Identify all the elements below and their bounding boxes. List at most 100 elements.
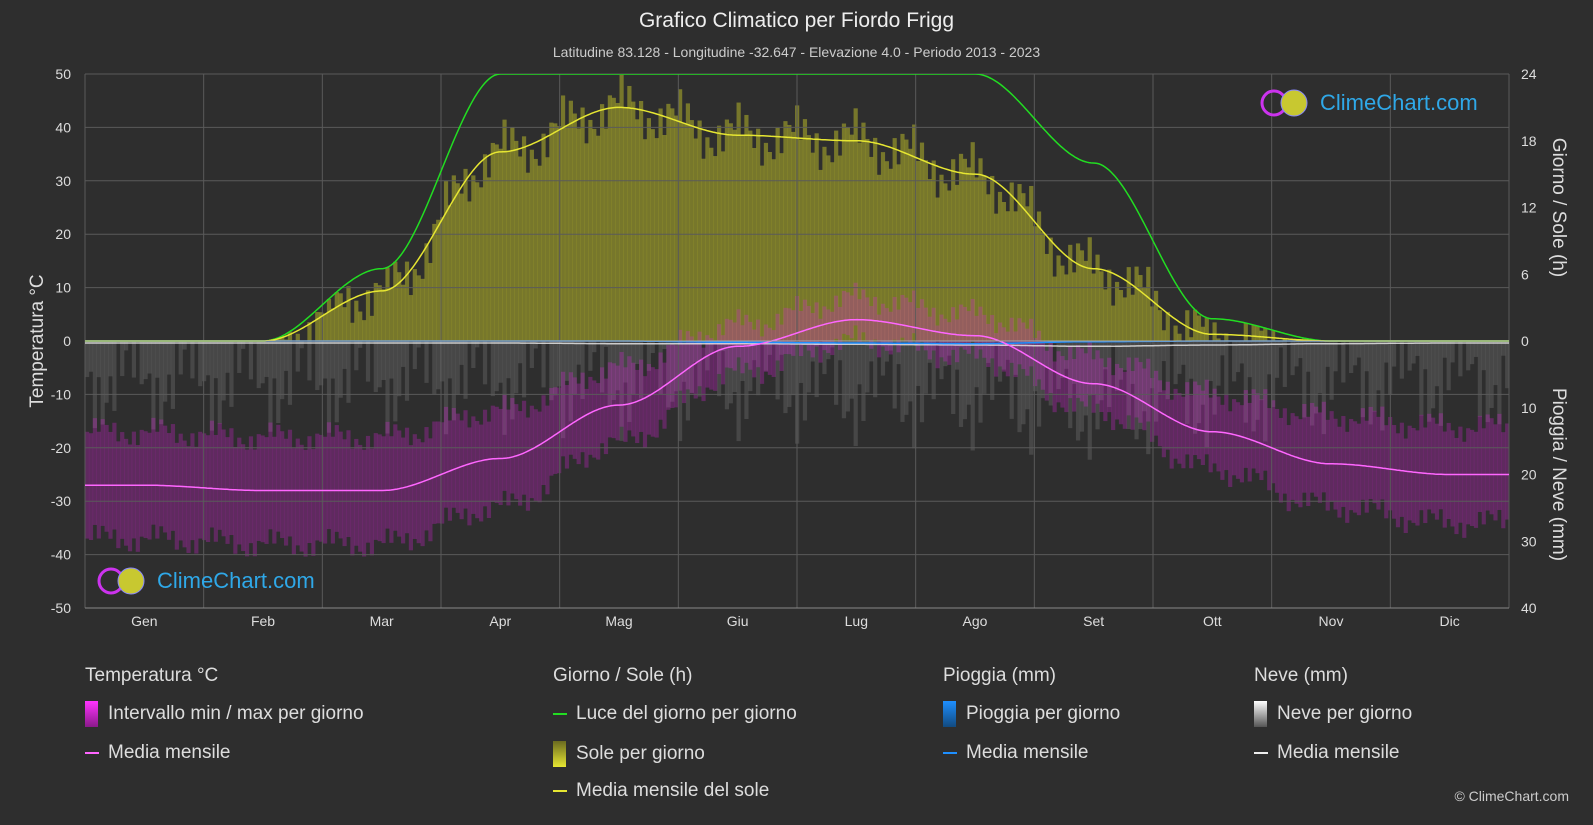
snow-day-bar (315, 341, 320, 391)
temp-range-day-bar (880, 303, 886, 347)
snow-day-bar (1481, 341, 1486, 371)
snow-day-bar (108, 341, 113, 377)
daylight-line (85, 74, 1509, 342)
snow-day-bar (783, 341, 788, 414)
snow-day-bar (775, 341, 780, 400)
temp-range-day-bar (994, 333, 999, 377)
snow-day-bar (771, 341, 776, 343)
snow-day-bar (1048, 341, 1053, 406)
snow-day-bar (1056, 341, 1061, 390)
sun-day-bar (580, 107, 585, 341)
temp-range-day-bar (1216, 396, 1221, 472)
sun-day-bar (646, 118, 651, 341)
temp-range-day-bar (514, 404, 519, 500)
month-tick-label: Set (1083, 613, 1104, 629)
temp-range-day-bar (260, 435, 265, 543)
snow-day-bar (163, 341, 168, 402)
snow-day-bar (666, 341, 671, 408)
temp-range-day-bar (1005, 331, 1010, 377)
snow-day-bar (1142, 341, 1147, 412)
sun-day-bar (373, 282, 378, 341)
temp-range-day-bar (1138, 362, 1143, 423)
logo-icon (1260, 89, 1308, 117)
logo-top-right[interactable]: ClimeChart.com (1258, 88, 1478, 118)
sun-day-bar (1064, 274, 1069, 341)
snow-day-bar (923, 341, 928, 394)
sun-day-bar (463, 168, 468, 341)
right-top-tick-label: 18 (1521, 133, 1537, 149)
snow-day-bar (681, 341, 687, 382)
temp-range-day-bar (1173, 388, 1178, 459)
temp-range-day-bar (1434, 423, 1440, 520)
temp-range-day-bar (615, 365, 620, 441)
snow-day-bar (1111, 341, 1116, 346)
legend-temp-mean: Media mensile (85, 742, 231, 764)
temp-range-day-bar (1294, 416, 1299, 504)
temp-range-day-bar (88, 433, 94, 540)
sun-day-bar (490, 142, 495, 341)
sun-day-bar (1150, 306, 1155, 341)
sun-day-bar (354, 300, 359, 341)
sun-day-bar (951, 159, 956, 341)
sun-day-bar (1036, 211, 1042, 341)
temp-range-day-bar (451, 408, 456, 508)
snow-day-bar (919, 341, 925, 423)
snow-day-bar (533, 341, 538, 349)
snow-day-bar (627, 341, 632, 422)
temp-range-day-bar (1033, 337, 1038, 387)
temp-range-day-bar (752, 329, 757, 378)
snow-day-bar (892, 341, 897, 409)
legend-temperature-header: Temperatura °C (85, 665, 219, 686)
snow-day-bar (549, 341, 554, 401)
snow-day-bar (1220, 341, 1225, 356)
snow-day-bar (1325, 341, 1330, 367)
sun-day-bar (455, 183, 460, 341)
snow-day-bar (1173, 341, 1178, 385)
snow-day-bar (198, 341, 203, 387)
snow-day-bar (849, 341, 854, 399)
temp-range-day-bar (295, 438, 300, 546)
temp-range-day-bar (876, 314, 882, 358)
temp-range-day-bar (170, 424, 176, 531)
left-tick-label: 30 (55, 173, 71, 189)
sun-day-bar (342, 307, 347, 341)
temp-range-day-bar (580, 372, 585, 453)
legend-rain-label: Pioggia per giorno (966, 703, 1121, 724)
snow-day-bar (272, 341, 277, 379)
sun-day-bar (1142, 287, 1147, 341)
daylight-swatch (553, 713, 567, 715)
snow-day-bar (412, 341, 417, 370)
temp-range-day-bar (904, 297, 909, 341)
sun-day-bar (432, 223, 437, 341)
snow-day-bar (1372, 341, 1377, 412)
snow-day-bar (443, 341, 449, 435)
sun-day-bar (791, 131, 796, 341)
snow-day-bar (1333, 341, 1338, 372)
sun-mean-swatch (553, 790, 567, 792)
sun-day-bar (919, 142, 925, 341)
temp-range-day-bar (1189, 395, 1194, 469)
sun-day-bar (338, 293, 343, 341)
temp-range-day-bar (1185, 382, 1190, 455)
snow-day-bar (92, 341, 98, 429)
logo-bottom-left[interactable]: ClimeChart.com (95, 566, 315, 596)
temp-range-day-bar (787, 308, 792, 355)
snow-day-bar (112, 341, 117, 411)
snow-day-bar (791, 341, 796, 396)
sun-day-bar (346, 286, 351, 341)
temp-range-day-bar (619, 352, 624, 427)
temp-range-day-bar (693, 342, 698, 399)
snow-day-bar (990, 341, 995, 400)
temp-range-day-bar (611, 363, 616, 439)
snow-day-bar (865, 341, 870, 393)
temp-range-day-bar (549, 387, 554, 476)
snow-day-bar (927, 341, 932, 363)
sun-day-bar (568, 100, 573, 341)
snow-day-bar (1134, 341, 1139, 440)
temp-range-day-bar (958, 304, 964, 348)
temp-range-day-bar (1200, 390, 1205, 466)
snow-day-bar (1267, 341, 1272, 375)
temp-range-day-bar (915, 307, 921, 351)
snow-day-bar (1497, 341, 1502, 425)
snow-day-bar (1122, 341, 1127, 371)
